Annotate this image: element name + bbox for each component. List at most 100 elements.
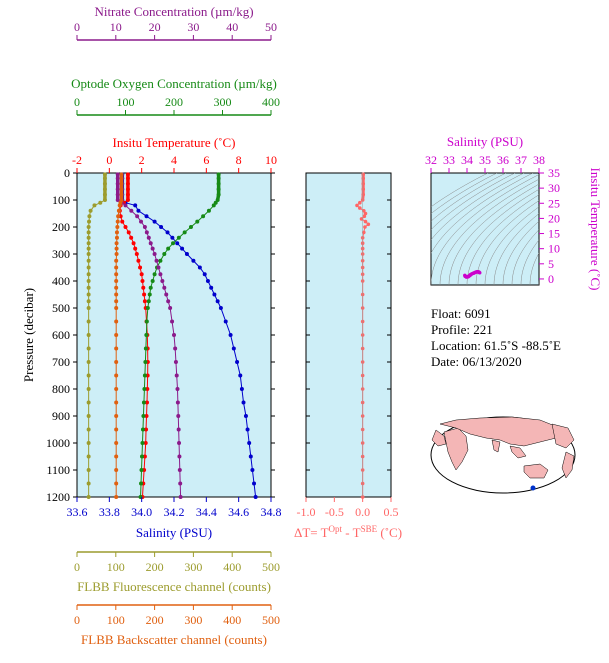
oxygen-data-point <box>171 241 176 246</box>
oxygen-data-point <box>206 208 211 213</box>
ts-series <box>463 269 482 279</box>
ts-temperature-axis-label: Insitu Temperature (˚C) <box>588 167 603 290</box>
pressure-tick-label: 600 <box>52 328 70 342</box>
backscatter-data-point <box>114 292 119 297</box>
fluorescence-data-point <box>86 252 91 256</box>
backscatter-data-point <box>114 285 119 290</box>
delta-t-label-part3: (˚C) <box>377 525 402 540</box>
pressure-tick-label: 1000 <box>46 436 70 450</box>
float-info: Float: 6091 Profile: 221 Location: 61.5˚… <box>431 306 561 369</box>
pressure-tick-label: 200 <box>52 220 70 234</box>
temperature-data-point <box>120 219 125 224</box>
ts-x-tick-label: 38 <box>533 153 545 167</box>
nitrate-data-point <box>172 333 176 337</box>
salinity-data-point <box>253 495 258 499</box>
ts-density-contour <box>520 239 539 285</box>
oxygen-tick-label: 300 <box>214 95 232 109</box>
pressure-tick-label: 900 <box>52 409 70 423</box>
nitrate-data-point <box>152 252 157 256</box>
oxygen-data-point <box>162 252 167 256</box>
fluorescence-data-point <box>86 230 91 235</box>
nitrate-data-point <box>123 203 128 208</box>
fluorescence-data-point <box>86 441 91 445</box>
temperature-data-point <box>134 252 139 256</box>
pressure-tick-label: 700 <box>52 355 70 369</box>
delta-data-point <box>366 222 371 227</box>
fluorescence-tick-label: 100 <box>107 560 125 574</box>
oxygen-tick-label: 400 <box>262 95 280 109</box>
map-north-america <box>431 429 447 447</box>
ts-isolines <box>431 173 539 285</box>
salinity-data-point <box>245 427 250 432</box>
temperature-data-point <box>131 241 136 246</box>
fluorescence-data-point <box>86 468 91 472</box>
nitrate-data-point <box>166 299 171 304</box>
temperature-axis-title: Insitu Temperature (˚C) <box>112 135 235 150</box>
fluorescence-data-point <box>86 306 91 310</box>
nitrate-tick-label: 0 <box>74 20 80 34</box>
salinity-data-point <box>205 279 210 283</box>
oxygen-data-point <box>142 387 147 391</box>
backscatter-data-point <box>114 265 119 270</box>
ts-y-tick-label: 35 <box>548 166 560 180</box>
oxygen-tick-label: 0 <box>74 95 80 109</box>
oxygen-data-point <box>144 319 149 324</box>
float-id: Float: 6091 <box>431 306 491 321</box>
ts-density-contour <box>431 174 539 285</box>
oxygen-data-point <box>188 225 193 229</box>
salinity-data-point <box>248 454 253 459</box>
map-south-america <box>561 451 575 479</box>
delta-t-label-sup2: SBE <box>361 524 378 534</box>
delta-t-plot-background <box>305 172 392 498</box>
backscatter-data-point <box>114 373 119 378</box>
oxygen-data-point <box>140 441 145 445</box>
map-india <box>491 439 501 453</box>
main-plot-series <box>86 172 258 499</box>
ts-density-contour <box>431 173 507 222</box>
ts-y-tick-label: 10 <box>548 242 560 256</box>
delta-data-point <box>362 214 367 218</box>
ts-y-tick-label: 20 <box>548 211 560 225</box>
salinity-data-point <box>247 441 252 445</box>
ts-y-tick-label: 0 <box>548 272 554 286</box>
oxygen-data-point <box>158 258 163 263</box>
ts-density-contour <box>493 213 539 285</box>
pressure-tick-label: 800 <box>52 382 70 396</box>
temperature-data-point <box>136 258 141 263</box>
nitrate-tick-label: 20 <box>149 20 161 34</box>
delta-tick-label: 0.0 <box>355 505 370 519</box>
salinity-tick-label: 34.6 <box>228 505 249 519</box>
oxygen-data-point <box>148 285 153 290</box>
backscatter-tick-label: 200 <box>146 613 164 627</box>
temperature-tick-label: 6 <box>203 153 209 167</box>
salinity-axis-title: Salinity (PSU) <box>136 525 212 540</box>
salinity-data-point <box>209 285 214 290</box>
oxygen-data-point <box>143 360 148 364</box>
backscatter-data-point <box>114 333 119 337</box>
oxygen-data-point <box>142 373 147 378</box>
delta-tick-label: -1.0 <box>297 505 316 519</box>
fluorescence-data-point <box>86 279 91 283</box>
fluorescence-data-point <box>86 299 91 304</box>
ts-x-tick-label: 35 <box>479 153 491 167</box>
fluorescence-tick-label: 200 <box>146 560 164 574</box>
ts-density-contour <box>484 206 539 285</box>
fluorescence-data-point <box>86 495 91 499</box>
ts-y-tick-label: 15 <box>548 227 560 241</box>
salinity-data-point <box>241 400 246 405</box>
salinity-data-point <box>133 203 138 208</box>
ts-salinity-axis-label: Salinity (PSU) <box>447 134 523 149</box>
salinity-data-point <box>184 252 189 256</box>
ts-x-tick-label: 37 <box>515 153 527 167</box>
backscatter-data-point <box>114 319 119 324</box>
salinity-data-point <box>212 292 217 297</box>
backscatter-tick-label: 400 <box>223 613 241 627</box>
temperature-tick-label: 10 <box>265 153 277 167</box>
ts-density-contour <box>431 173 516 231</box>
map-australia <box>523 463 549 479</box>
nitrate-data-point <box>174 373 179 378</box>
nitrate-data-point <box>156 265 161 270</box>
backscatter-data-point <box>114 360 119 364</box>
map-continents <box>431 416 575 479</box>
